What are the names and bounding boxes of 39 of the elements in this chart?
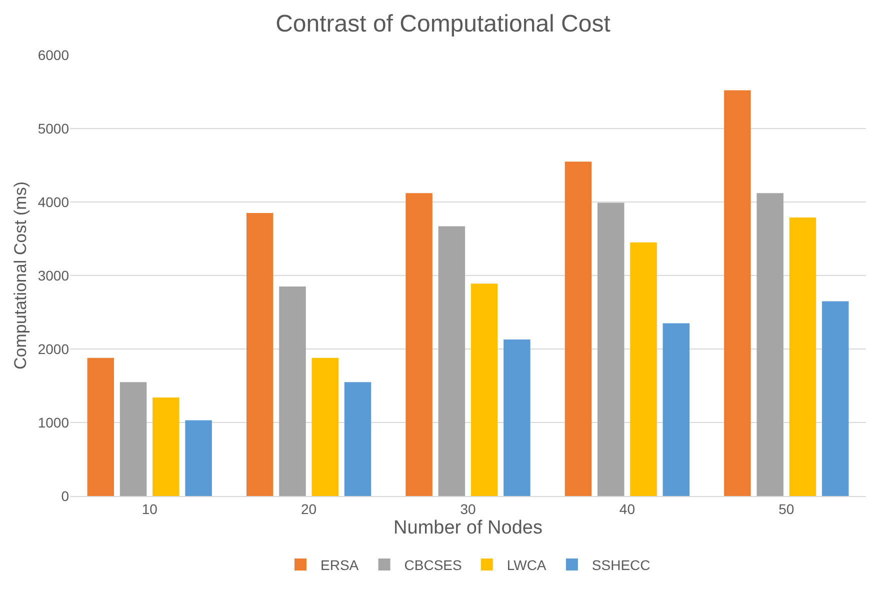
bar xyxy=(87,358,114,496)
legend-label: ERSA xyxy=(320,556,360,573)
x-tick-label: 10 xyxy=(142,500,158,517)
bar xyxy=(246,213,274,496)
bar xyxy=(724,90,751,496)
bar xyxy=(470,284,498,496)
legend-label: SSHECC xyxy=(592,556,650,573)
x-tick-label: 50 xyxy=(778,500,794,517)
bar xyxy=(312,358,338,496)
x-axis-title: Number of Nodes xyxy=(394,518,542,539)
bar xyxy=(152,398,180,496)
bar xyxy=(504,339,530,496)
bar xyxy=(279,286,306,496)
bar xyxy=(789,217,816,496)
bar xyxy=(406,193,432,496)
y-tick-label: 1000 xyxy=(38,414,70,430)
bar xyxy=(344,382,372,496)
bar xyxy=(564,162,592,496)
legend-label: LWCA xyxy=(506,556,547,573)
chart-title: Contrast of Computational Cost xyxy=(276,10,611,38)
bar xyxy=(598,202,624,496)
y-tick-label: 3000 xyxy=(38,267,70,284)
bar xyxy=(662,323,690,496)
x-tick-label: 20 xyxy=(301,500,317,517)
bar xyxy=(822,301,849,496)
bar xyxy=(438,226,466,496)
y-tick-label: 2000 xyxy=(38,340,70,357)
y-axis-title: Computational Cost (ms) xyxy=(11,181,30,370)
legend-label: CBCSES xyxy=(404,556,462,573)
bar xyxy=(185,420,212,496)
y-tick-label: 5000 xyxy=(38,120,70,136)
bar xyxy=(756,193,784,496)
y-tick-label: 4000 xyxy=(38,194,70,210)
bar xyxy=(120,382,147,496)
bar xyxy=(630,242,657,496)
x-tick-label: 30 xyxy=(460,500,476,517)
y-tick-label: 0 xyxy=(61,488,70,504)
x-tick-label: 40 xyxy=(619,500,636,517)
y-tick-label: 6000 xyxy=(38,46,70,63)
